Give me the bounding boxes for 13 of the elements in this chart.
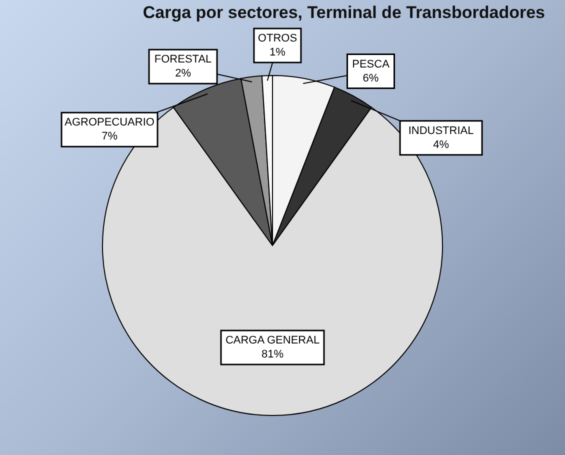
- data-label: 7%: [102, 130, 118, 143]
- data-label: 1%: [270, 46, 286, 59]
- chart-title: Carga por sectores, Terminal de Transbordadores: [142, 2, 545, 22]
- slice-label: FORESTAL: [154, 54, 212, 66]
- data-label: 81%: [261, 348, 284, 360]
- slice-label: CARGA GENERAL: [225, 334, 320, 346]
- data-label: 2%: [175, 68, 192, 80]
- data-label: 6%: [362, 72, 379, 84]
- slice-label: INDUSTRIAL: [408, 124, 474, 137]
- data-label: 4%: [433, 138, 450, 151]
- slice-label: AGROPECUARIO: [64, 116, 155, 129]
- slice-label: PESCA: [352, 58, 390, 70]
- slice-label: OTROS: [258, 32, 298, 45]
